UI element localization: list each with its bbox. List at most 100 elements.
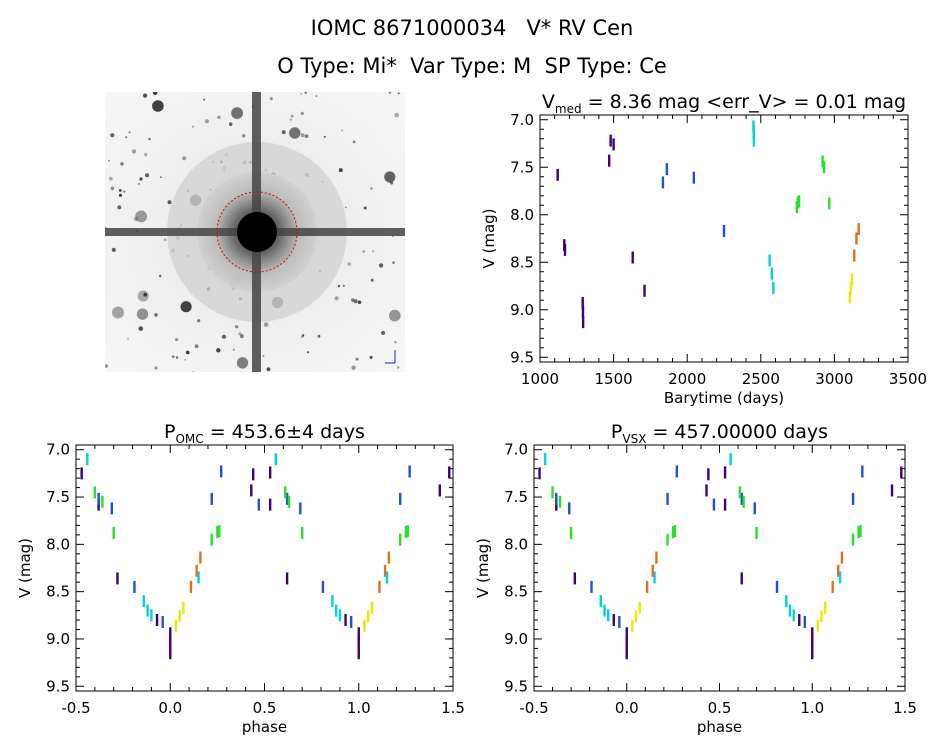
field-star [127,337,129,340]
x-tick-label: 1.0 [800,699,824,717]
field-star [152,100,164,112]
y-tick-label: 8.0 [510,206,534,224]
aperture-circle [216,191,298,273]
x-tick-label: 3000 [815,370,853,388]
field-star [394,341,397,344]
data-point [673,525,677,538]
data-point [80,467,83,480]
data-point [581,316,585,329]
data-point [287,495,291,508]
data-point [383,564,387,577]
star-core [237,212,277,252]
field-star [242,134,246,138]
plot-frame [539,114,909,363]
data-point [218,525,221,538]
field-star [262,355,265,358]
field-star [125,136,128,139]
field-star [389,309,401,322]
y-tick-label: 9.5 [510,348,534,366]
field-star [235,325,239,329]
field-star [228,122,233,126]
field-star [139,177,143,181]
data-point [857,223,860,235]
field-star [351,365,356,370]
data-point [558,495,562,508]
field-star [205,119,209,124]
page-title: IOMC 8671000034 V* RV Cen [310,16,634,40]
data-point [97,492,100,505]
field-star [159,274,162,278]
data-point [404,526,408,539]
chart-title-main: P [164,421,175,443]
y-tick-label: 9.5 [46,677,70,695]
data-point [406,525,409,538]
data-point [788,604,792,617]
data-point [740,572,743,585]
field-star [163,238,167,242]
data-point [195,564,198,577]
y-tick-label: 9.5 [504,677,528,695]
data-point [828,197,831,210]
data-point [900,466,903,479]
field-star [120,162,124,166]
data-point [625,635,628,648]
field-star [128,131,131,134]
field-star [192,370,195,372]
field-star [145,173,150,178]
field-star [191,125,194,128]
data-point [210,492,213,505]
chart-title-subscript: med [555,102,582,116]
data-point [155,614,159,627]
field-star [117,205,122,210]
field-star [144,153,148,157]
data-point [438,484,442,497]
data-point [768,254,771,267]
data-point [811,647,814,660]
data-point [821,155,824,168]
data-point [634,610,638,623]
field-star [315,95,318,98]
data-point [169,647,172,660]
data-point [811,627,814,640]
data-point [849,281,853,294]
data-point [216,526,219,539]
x-tick-label: 0.0 [615,699,639,717]
field-star [171,355,175,358]
field-star [137,182,140,185]
y-axis-label: V (mag) [480,208,498,268]
data-point [643,284,646,297]
data-point [666,533,669,546]
chart-title-main: V [542,91,555,113]
field-star [143,93,148,98]
data-point [653,571,656,584]
field-star [370,187,373,190]
field-star [232,348,235,351]
y-tick-label: 8.0 [46,535,70,553]
field-star [180,301,192,313]
field-star [108,176,113,181]
field-star [138,326,144,331]
data-point [581,297,584,310]
data-point [408,465,411,478]
field-star [175,338,179,342]
field-star [384,171,396,183]
x-tick-label: 2500 [742,370,780,388]
x-tick-label: 1.0 [347,699,371,717]
field-star [355,357,359,361]
data-point [816,619,820,632]
object-type-subtitle: O Type: Mi* Var Type: M SP Type: Ce [277,54,667,78]
data-point [797,195,801,208]
field-star [112,306,124,319]
field-star [304,134,309,138]
field-star [135,210,148,223]
data-point [671,526,675,539]
field-star [363,206,367,210]
star-field-image [105,92,405,372]
data-point [101,495,104,508]
data-point [363,619,366,632]
data-point [86,453,89,466]
x-tick-label: 0.0 [158,699,182,717]
data-point [712,498,716,511]
data-point [824,601,827,614]
